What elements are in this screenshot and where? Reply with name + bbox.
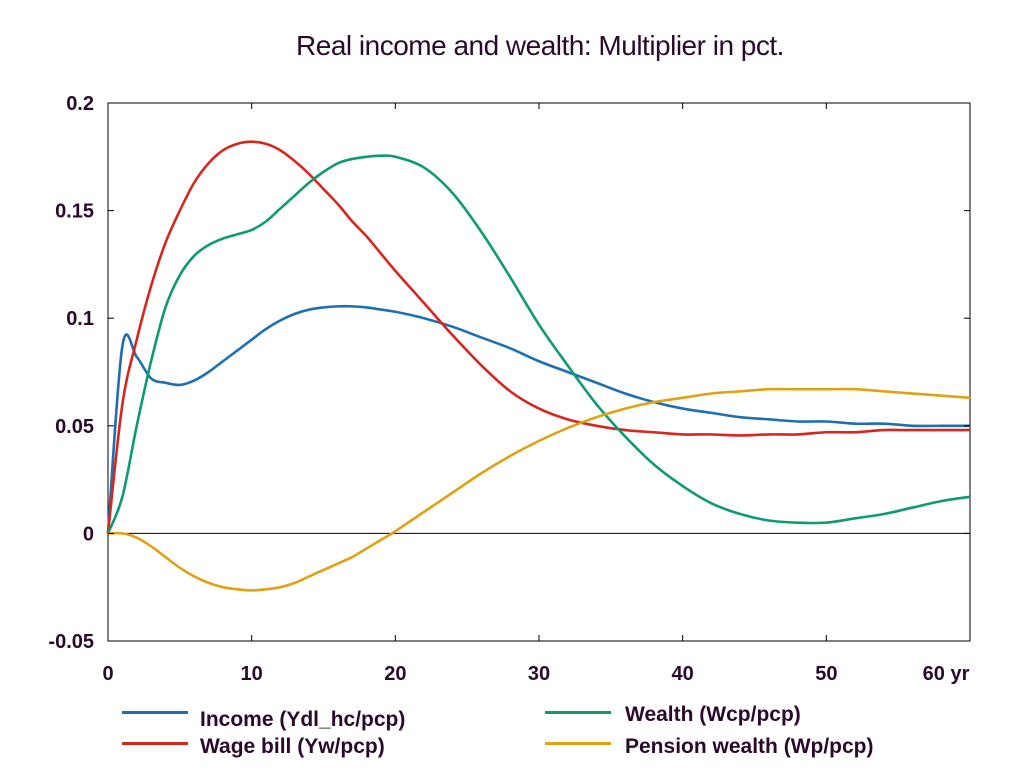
series-line-pension-wealth [107, 387, 971, 592]
y-tick-label: 0.1 [66, 308, 94, 330]
y-tick-label: 0.15 [55, 201, 94, 223]
legend-label-pension-wealth: Pension wealth (Wp/pcp) [625, 735, 874, 758]
legend-swatch-income [122, 711, 188, 714]
legend-label-income: Income (Ydl_hc/pcp) [200, 708, 406, 731]
legend-swatch-pension-wealth [545, 742, 611, 745]
chart-title: Real income and wealth: Multiplier in pc… [296, 30, 784, 61]
x-tick-label: 0 [102, 663, 113, 685]
y-tick-label: 0 [83, 523, 94, 545]
x-tick-label: 20 [384, 663, 406, 685]
series-line-income [106, 304, 970, 534]
legend-label-wealth: Wealth (Wcp/pcp) [625, 703, 801, 726]
x-tick-label: 40 [672, 663, 694, 685]
y-tick-label: 0.05 [55, 416, 94, 438]
x-tick-label: 50 [815, 663, 837, 685]
x-tick-label: 10 [241, 663, 263, 685]
series-layer [106, 140, 971, 592]
series-line-wage-bill [106, 140, 970, 534]
x-tick-label: 30 [528, 663, 550, 685]
y-tick-label: -0.05 [48, 631, 94, 653]
plot-frame [107, 102, 971, 642]
y-tick-label: 0.2 [66, 93, 94, 115]
plot-border [107, 102, 971, 642]
x-tick-label: 60 yr [923, 663, 970, 685]
legend-swatch-wealth [545, 711, 611, 714]
legend-swatch-wage-bill [122, 742, 188, 745]
ticks-layer: -0.05 0 0.05 0.1 0.15 0.2 0 10 20 30 40 50 60 yr [48, 93, 971, 685]
legend-label-wage-bill: Wage bill (Yw/pcp) [200, 735, 385, 758]
series-line-wealth [106, 154, 971, 534]
